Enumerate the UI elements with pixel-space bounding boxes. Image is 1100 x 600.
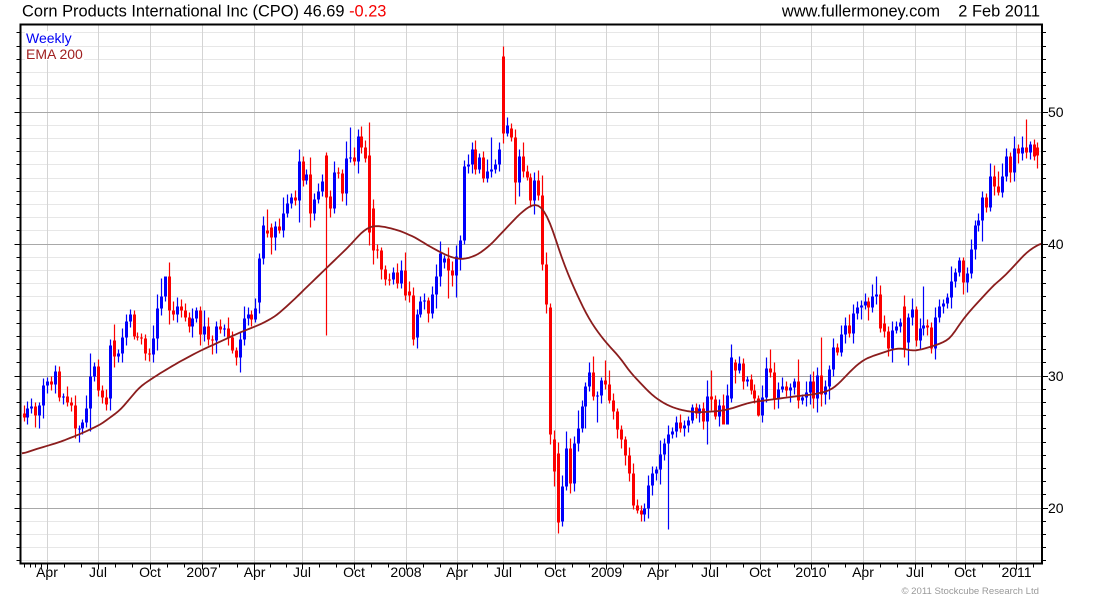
svg-text:Apr: Apr xyxy=(36,564,58,580)
svg-text:2010: 2010 xyxy=(795,564,826,580)
svg-text:Oct: Oct xyxy=(544,564,566,580)
svg-text:Oct: Oct xyxy=(343,564,365,580)
svg-text:2009: 2009 xyxy=(591,564,622,580)
svg-text:30: 30 xyxy=(1048,368,1064,384)
svg-text:EMA 200: EMA 200 xyxy=(26,46,83,62)
svg-text:Apr: Apr xyxy=(446,564,468,580)
svg-text:40: 40 xyxy=(1048,236,1064,252)
svg-text:Weekly: Weekly xyxy=(26,30,72,46)
svg-text:20: 20 xyxy=(1048,500,1064,516)
svg-text:Oct: Oct xyxy=(749,564,771,580)
svg-text:Apr: Apr xyxy=(244,564,266,580)
svg-text:Corn Products International In: Corn Products International Inc (CPO) 46… xyxy=(22,3,386,21)
svg-text:Jul: Jul xyxy=(89,564,107,580)
svg-text:© 2011 Stockcube Research Ltd: © 2011 Stockcube Research Ltd xyxy=(901,586,1039,597)
svg-text:Apr: Apr xyxy=(647,564,669,580)
svg-text:Jul: Jul xyxy=(494,564,512,580)
svg-text:Apr: Apr xyxy=(852,564,874,580)
svg-text:Jul: Jul xyxy=(293,564,311,580)
svg-text:2007: 2007 xyxy=(186,564,217,580)
svg-text:50: 50 xyxy=(1048,104,1064,120)
svg-text:Jul: Jul xyxy=(701,564,719,580)
svg-text:Oct: Oct xyxy=(139,564,161,580)
svg-text:Jul: Jul xyxy=(906,564,924,580)
svg-text:www.fullermoney.com 2 Feb 2: www.fullermoney.com 2 Feb 2011 xyxy=(781,3,1040,21)
svg-text:2011: 2011 xyxy=(1001,564,1031,580)
svg-text:2008: 2008 xyxy=(390,564,421,580)
svg-text:Oct: Oct xyxy=(954,564,976,580)
